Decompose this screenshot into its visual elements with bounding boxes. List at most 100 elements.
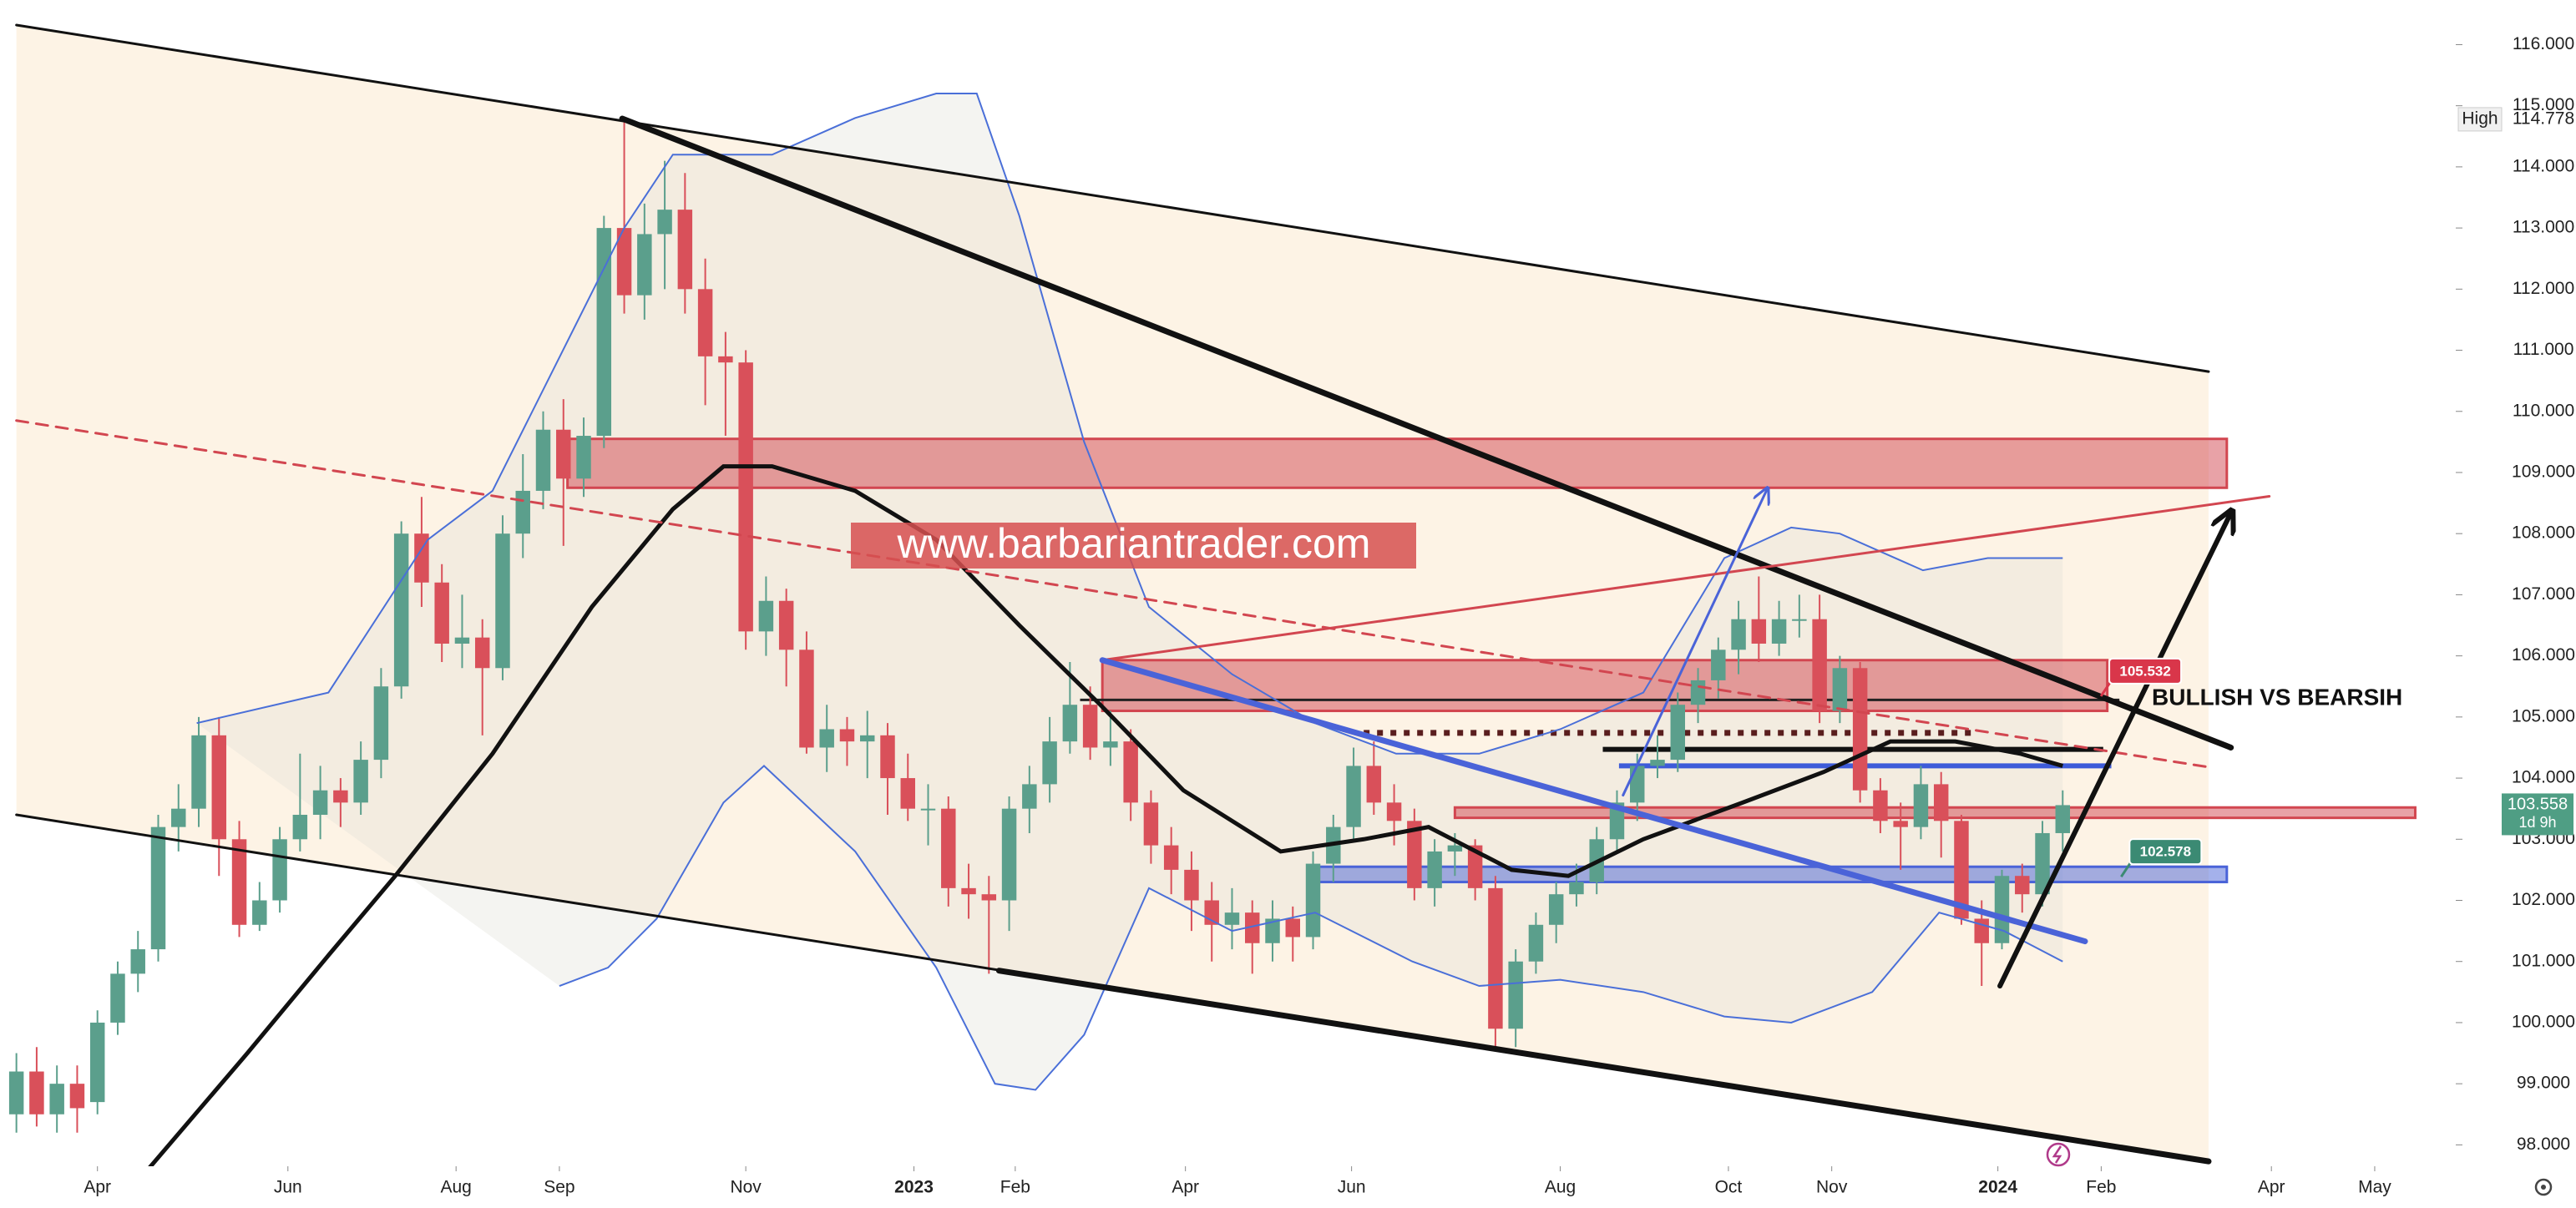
x-tick-label: Apr: [2258, 1178, 2285, 1197]
candle-body: [191, 735, 206, 809]
candle-body: [1062, 705, 1078, 742]
candle-body: [1609, 802, 1625, 840]
y-tick-label: 112.000: [2513, 279, 2574, 298]
candle-body: [130, 949, 145, 974]
candle-body: [231, 839, 247, 925]
candle-body: [474, 637, 490, 669]
candle-body: [839, 729, 855, 742]
candle-body: [1670, 705, 1686, 761]
trendline: [1099, 657, 2088, 945]
candle-body: [1650, 760, 1665, 766]
candle-body: [515, 490, 530, 534]
y-tick-label: 113.000: [2513, 218, 2574, 237]
x-tick-label: Aug: [440, 1178, 471, 1197]
candle-body: [171, 808, 186, 827]
candle-body: [1508, 961, 1523, 1029]
candle-body: [1913, 784, 1929, 827]
candle-body: [1528, 924, 1544, 962]
candle-body: [1994, 876, 2010, 943]
candle-body: [89, 1022, 105, 1103]
candle-body: [1042, 741, 1057, 785]
candle-body: [1933, 784, 1949, 821]
x-tick-label: 2024: [1978, 1178, 2017, 1197]
y-tick-label: 101.000: [2512, 951, 2575, 970]
candle-body: [1245, 912, 1260, 943]
candle-body: [1731, 619, 1746, 650]
price-axis: [2456, 0, 2576, 1208]
candle-body: [1427, 851, 1442, 888]
candle-body: [981, 894, 997, 901]
trendline: [1622, 489, 1767, 797]
x-tick-label: Nov: [1816, 1178, 1848, 1197]
candle-body: [900, 778, 915, 809]
watermark-group: www.barbariantrader.com: [851, 520, 1416, 569]
band-line: [559, 765, 2063, 1091]
x-tick-label: Jun: [1338, 1178, 1366, 1197]
time-axis: [0, 1166, 2456, 1208]
candle-body: [1001, 808, 1017, 901]
candle-body: [292, 814, 308, 840]
candle-body: [2055, 805, 2071, 833]
x-tick-label: Apr: [84, 1178, 111, 1197]
candle-body: [49, 1084, 64, 1114]
candle-body: [1305, 863, 1321, 938]
candle-body: [535, 429, 551, 491]
trendline: [15, 23, 2210, 373]
candle-body: [211, 735, 227, 840]
candle-body: [29, 1071, 44, 1114]
settings-icon[interactable]: [2534, 1178, 2553, 1196]
trendline: [1997, 513, 2231, 989]
trendline: [1101, 495, 2271, 662]
y-tick-label: 98.000: [2517, 1135, 2570, 1154]
candle-body: [738, 362, 753, 632]
trendline: [619, 115, 2234, 751]
candle-body: [657, 210, 672, 235]
candle-body: [1771, 619, 1787, 644]
high-tag-box: [2457, 107, 2503, 132]
candle-body: [150, 826, 166, 950]
watermark: www.barbariantrader.com: [897, 520, 1371, 567]
candle-body: [393, 533, 409, 687]
candle-body: [1852, 668, 1868, 791]
last-price-tag: [2502, 793, 2573, 836]
candle-body: [414, 533, 429, 583]
x-tick-label: Nov: [730, 1178, 762, 1197]
candle-body: [758, 600, 774, 632]
candle-body: [1143, 802, 1159, 846]
zone: [566, 437, 2229, 489]
high-tag-label: High: [2462, 109, 2498, 128]
x-tick-label: 2023: [894, 1178, 934, 1197]
trendline: [15, 419, 2210, 769]
candle-body: [859, 735, 875, 742]
y-tick-label: 99.000: [2517, 1074, 2570, 1093]
candle-body: [1751, 619, 1767, 644]
candle-body: [1711, 649, 1726, 680]
candle-body: [8, 1071, 24, 1114]
callout-label: 102.578: [2140, 844, 2191, 860]
candle-body: [1123, 741, 1138, 803]
candle-body: [1184, 869, 1199, 901]
last-price-value: 103.558: [2508, 796, 2568, 814]
moving-average: [146, 464, 2063, 1171]
event-icon[interactable]: [2046, 1142, 2071, 1167]
candle-body: [252, 900, 267, 925]
trendline: [995, 968, 2212, 1165]
candle-body: [353, 760, 368, 803]
callout-label: 105.532: [2119, 663, 2170, 679]
high-tag-value: 114.778: [2513, 109, 2574, 128]
candle-body: [1346, 766, 1361, 827]
candle-body: [495, 533, 510, 669]
candle-body: [1893, 821, 1908, 827]
candle-body: [920, 808, 936, 811]
candle-body: [1873, 790, 1888, 821]
candle-body: [778, 600, 794, 650]
candle-body: [616, 228, 632, 296]
y-tick-label: 111.000: [2513, 340, 2574, 359]
x-tick-label: Apr: [1172, 1178, 1199, 1197]
candle-body: [819, 729, 834, 748]
y-tick-label: 100.000: [2512, 1012, 2575, 1031]
candle-body: [697, 289, 713, 356]
candle-body: [1488, 887, 1503, 1029]
